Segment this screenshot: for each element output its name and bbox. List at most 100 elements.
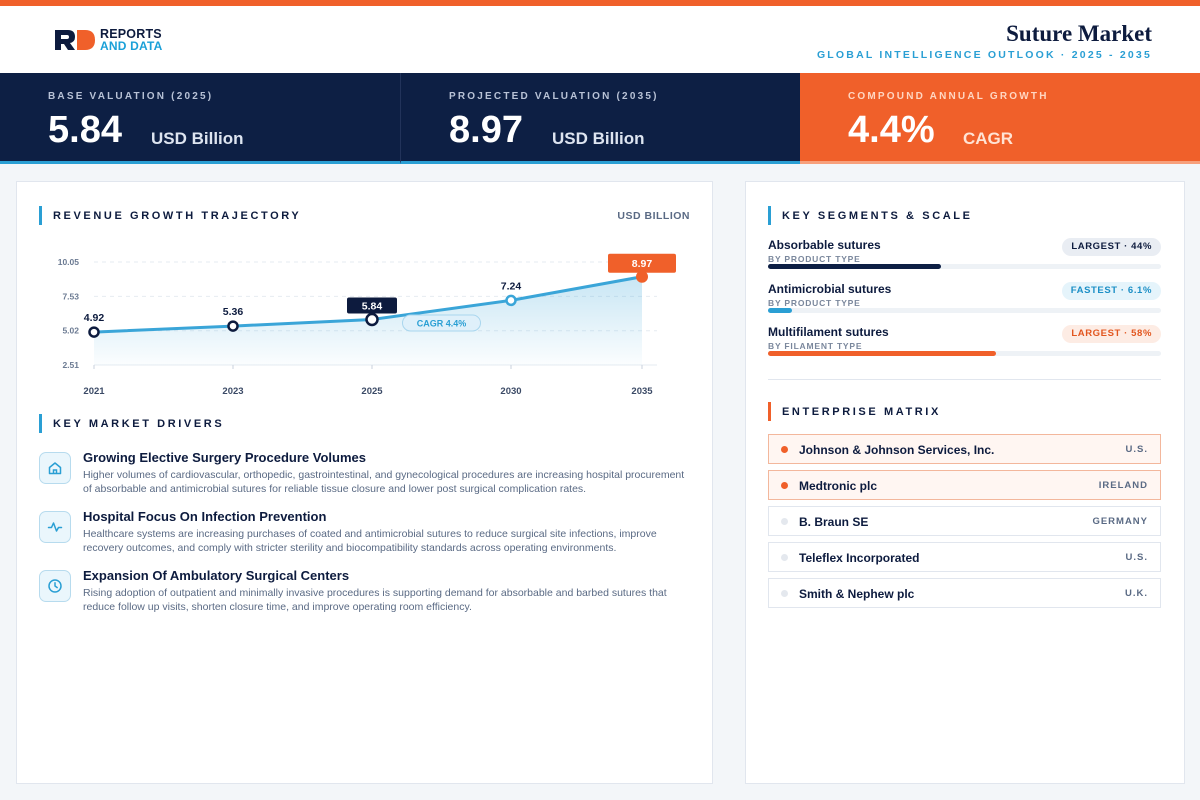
driver-title: Growing Elective Surgery Procedure Volum… — [83, 450, 366, 465]
segment-row: Absorbable sutures BY PRODUCT TYPE LARGE… — [768, 238, 1161, 269]
segment-share-fill — [768, 351, 996, 356]
company-row[interactable]: Teleflex Incorporated U.S. — [768, 542, 1161, 572]
revenue-card: REVENUE GROWTH TRAJECTORY USD BILLION 10… — [16, 181, 713, 784]
list-item: Hospital Focus On Infection Prevention H… — [39, 509, 689, 555]
kpi-label: COMPOUND ANNUAL GROWTH — [848, 91, 1049, 102]
driver-title: Expansion Of Ambulatory Surgical Centers — [83, 568, 350, 583]
data-label: 7.24 — [501, 280, 522, 292]
kpi-value: 5.84 — [48, 109, 122, 151]
data-label-box — [608, 253, 676, 273]
company-name: Teleflex Incorporated — [799, 551, 920, 565]
x-tick-label: 2021 — [83, 386, 105, 397]
cagr-annotation: CAGR 4.4% — [417, 318, 467, 328]
company-name: B. Braun SE — [799, 515, 869, 529]
page-title: Suture Market — [1006, 21, 1152, 46]
kpi-value: 4.4% — [848, 109, 935, 151]
y-tick-label: 7.53 — [62, 291, 79, 301]
brand-line-1: REPORTS — [100, 27, 162, 41]
company-country: GERMANY — [1092, 516, 1148, 527]
segment-name: Multifilament sutures — [768, 325, 889, 339]
data-label-box — [347, 297, 397, 314]
company-status-dot — [781, 590, 788, 597]
x-tick-label: 2030 — [500, 386, 521, 397]
kpi-value: 8.97 — [449, 109, 523, 151]
segment-row: Antimicrobial sutures BY PRODUCT TYPE FA… — [768, 282, 1161, 313]
segments-card: KEY SEGMENTS & SCALE Absorbable sutures … — [745, 181, 1185, 784]
segment-badge: LARGEST · 44% — [1062, 238, 1161, 256]
company-row[interactable]: Johnson & Johnson Services, Inc. U.S. — [768, 434, 1161, 464]
company-country: IRELAND — [1098, 480, 1148, 491]
segment-category: BY FILAMENT TYPE — [768, 341, 863, 351]
company-row[interactable]: B. Braun SE GERMANY — [768, 506, 1161, 536]
page-subtitle: GLOBAL INTELLIGENCE OUTLOOK · 2025 - 203… — [816, 49, 1152, 61]
segment-share-fill — [768, 264, 941, 269]
y-tick-label: 10.05 — [58, 257, 80, 267]
pulse-icon — [39, 511, 71, 543]
driver-title: Hospital Focus On Infection Prevention — [83, 509, 327, 524]
data-point — [505, 294, 517, 307]
segment-category: BY PRODUCT TYPE — [768, 298, 861, 308]
kpi-unit: USD Billion — [552, 129, 645, 148]
segments-section-title: KEY SEGMENTS & SCALE — [768, 206, 973, 225]
data-point — [365, 312, 379, 327]
top-accent-bar — [0, 0, 1200, 6]
company-row[interactable]: Medtronic plc IRELAND — [768, 470, 1161, 500]
segment-share-bar — [768, 351, 1161, 356]
company-name: Medtronic plc — [799, 479, 878, 493]
company-name: Smith & Nephew plc — [799, 587, 915, 601]
company-status-dot — [781, 482, 788, 489]
data-label: 8.97 — [632, 258, 653, 270]
revenue-line-chart: 10.05 7.53 5.02 2.51 2021 2023 2025 2030 2035 4.… — [58, 253, 676, 397]
cagr-annotation-pill — [402, 314, 481, 332]
drivers-list: Growing Elective Surgery Procedure Volum… — [39, 450, 689, 627]
kpi-label: BASE VALUATION (2025) — [48, 91, 214, 102]
kpi-cagr: COMPOUND ANNUAL GROWTH 4.4% CAGR — [800, 73, 1200, 164]
revenue-section-title: REVENUE GROWTH TRAJECTORY — [39, 206, 301, 225]
brand-mark-icon — [55, 30, 95, 50]
kpi-projected-valuation: PROJECTED VALUATION (2035) 8.97 USD Bill… — [400, 73, 800, 164]
segment-share-fill — [768, 308, 792, 313]
driver-description: Rising adoption of outpatient and minima… — [83, 587, 667, 613]
kpi-unit: CAGR — [963, 129, 1014, 148]
driver-description: Higher volumes of cardiovascular, orthop… — [83, 469, 685, 495]
drivers-section-title: KEY MARKET DRIVERS — [39, 414, 224, 433]
kpi-unit: USD Billion — [151, 129, 244, 148]
x-tick-label: 2035 — [631, 386, 653, 397]
data-label: 5.84 — [362, 301, 383, 313]
y-tick-label: 5.02 — [62, 326, 79, 336]
data-point — [636, 270, 648, 283]
revenue-unit-label: USD BILLION — [617, 210, 690, 222]
segment-name: Absorbable sutures — [768, 238, 881, 252]
list-item: Expansion Of Ambulatory Surgical Centers… — [39, 568, 689, 614]
hospital-icon — [39, 452, 71, 484]
data-label: 4.92 — [84, 312, 105, 324]
list-item: Growing Elective Surgery Procedure Volum… — [39, 450, 689, 496]
segment-share-bar — [768, 308, 1161, 313]
data-point — [227, 320, 239, 332]
kpi-base-valuation: BASE VALUATION (2025) 5.84 USD Billion — [0, 73, 400, 164]
company-row[interactable]: Smith & Nephew plc U.K. — [768, 578, 1161, 608]
kpi-strip: BASE VALUATION (2025) 5.84 USD Billion P… — [0, 73, 1200, 164]
company-name: Johnson & Johnson Services, Inc. — [799, 443, 995, 457]
segment-share-bar — [768, 264, 1161, 269]
segment-badge: LARGEST · 58% — [1062, 325, 1161, 343]
clock-icon — [39, 570, 71, 602]
company-country: U.S. — [1125, 552, 1148, 563]
segment-name: Antimicrobial sutures — [768, 282, 892, 296]
page-header: REPORTS AND DATA Suture Market GLOBAL IN… — [0, 6, 1200, 73]
company-status-dot — [781, 554, 788, 561]
segment-row: Multifilament sutures BY FILAMENT TYPE L… — [768, 325, 1161, 356]
enterprise-section-title: ENTERPRISE MATRIX — [768, 402, 941, 421]
data-label: 5.36 — [223, 306, 244, 318]
segment-badge: FASTEST · 6.1% — [1061, 282, 1161, 300]
y-tick-label: 2.51 — [62, 360, 79, 370]
data-point — [88, 326, 100, 338]
company-country: U.S. — [1125, 444, 1148, 455]
brand-line-2: AND DATA — [100, 39, 163, 53]
x-tick-label: 2025 — [361, 386, 383, 397]
kpi-label: PROJECTED VALUATION (2035) — [449, 91, 659, 102]
driver-description: Healthcare systems are increasing purcha… — [83, 528, 657, 554]
brand-logo[interactable]: REPORTS AND DATA — [54, 28, 162, 52]
segment-category: BY PRODUCT TYPE — [768, 254, 861, 264]
company-status-dot — [781, 518, 788, 525]
